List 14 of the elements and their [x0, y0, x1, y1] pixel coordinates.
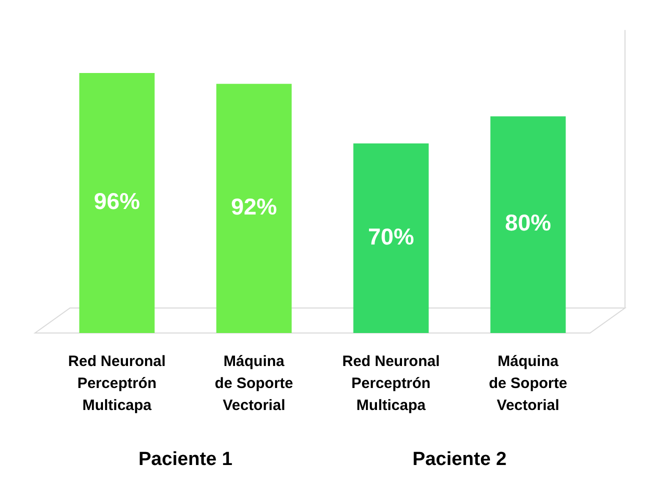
x-tick-label: Red Neuronal Perceptrón Multicapa: [342, 353, 440, 414]
bar: [79, 73, 155, 333]
x-tick-label: Red Neuronal Perceptrón Multicapa: [68, 353, 166, 414]
bar: [490, 116, 566, 333]
text: Paciente 1: [138, 449, 233, 470]
data-label: 96%: [94, 188, 140, 214]
data-label: 70%: [368, 223, 414, 250]
data-label: 92%: [230, 193, 278, 220]
bar: [216, 84, 292, 333]
x-tick-label: Máquina de Soporte Vectorial: [488, 353, 568, 414]
bar: [353, 143, 429, 333]
text: Paciente 2: [412, 449, 507, 470]
data-label: 80%: [505, 210, 552, 236]
x-tick-label: Máquina de Soporte Vectorial: [214, 353, 294, 414]
